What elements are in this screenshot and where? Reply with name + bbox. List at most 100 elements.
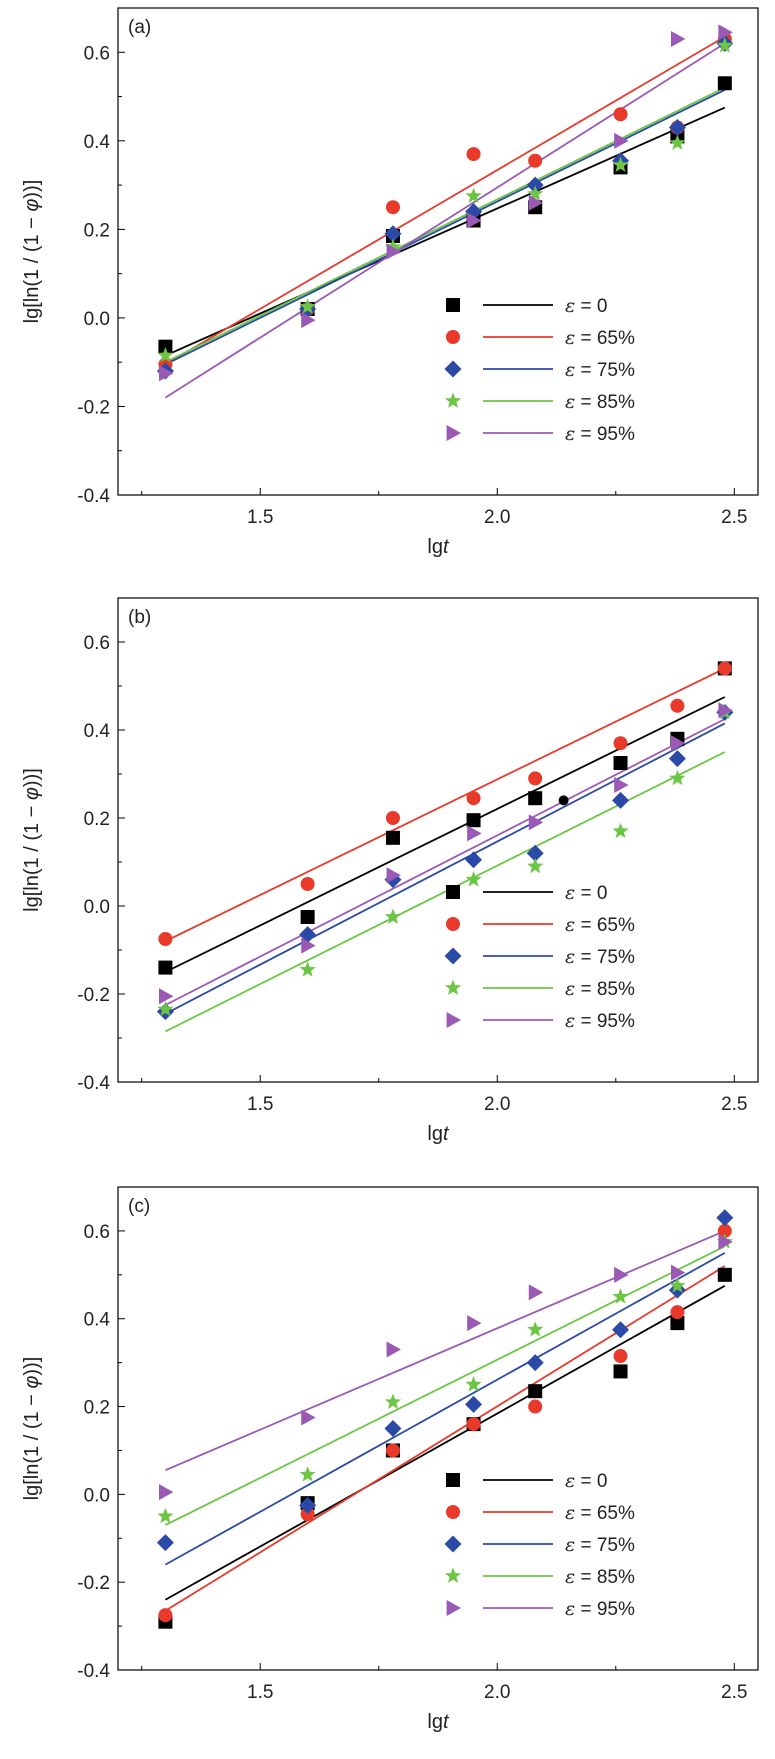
data-point-series-4 (614, 1266, 629, 1283)
y-tick-label: 0.6 (84, 1222, 110, 1243)
legend-marker (444, 1535, 462, 1553)
panel-label: (a) (128, 17, 151, 38)
data-point-series-0 (558, 795, 569, 806)
data-point-series-2 (612, 791, 630, 809)
legend-entry: ε = 85% (565, 978, 635, 1000)
fit-line-series-2 (164, 1252, 726, 1566)
data-point-series-3 (669, 134, 686, 150)
data-point-series-4 (301, 312, 316, 329)
data-point-series-4 (528, 1284, 544, 1301)
data-point-series-4 (614, 132, 629, 149)
x-tick-label: 1.5 (247, 1094, 273, 1115)
fit-line-series-1 (164, 1265, 726, 1612)
legend-entry: ε = 65% (565, 1502, 635, 1524)
panel-label: (b) (128, 607, 151, 628)
x-tick-label: 2.0 (484, 507, 510, 528)
y-tick-label: 0.0 (84, 897, 110, 918)
data-point-series-0 (613, 1364, 628, 1379)
y-axis-title: lg[ln(1 / (1 − φ))] (21, 1357, 43, 1501)
fit-line-series-3 (165, 86, 726, 363)
data-point-series-4 (528, 194, 544, 211)
legend-marker (444, 1567, 462, 1583)
data-point-series-1 (613, 107, 628, 122)
data-point-series-1 (466, 147, 481, 162)
data-point-series-4 (301, 1409, 316, 1426)
data-point-series-0 (158, 960, 173, 975)
data-point-series-3 (465, 187, 482, 204)
data-point-series-2 (526, 1354, 544, 1372)
data-point-series-3 (465, 1376, 482, 1392)
data-point-series-1 (528, 153, 543, 168)
x-axis-title: lgt (427, 1711, 450, 1733)
data-point-series-4 (159, 988, 174, 1005)
data-point-series-4 (159, 365, 174, 382)
data-point-series-0 (717, 1267, 732, 1282)
data-point-series-4 (159, 1484, 174, 1501)
x-tick-label: 1.5 (247, 1682, 273, 1703)
data-point-series-3 (527, 857, 544, 874)
y-tick-label: 0.2 (84, 220, 110, 241)
legend-marker (446, 298, 460, 312)
fit-line-series-3 (165, 751, 726, 1033)
legend-marker (446, 1473, 460, 1487)
data-point-series-2 (384, 1420, 402, 1437)
legend-entry: ε = 75% (565, 359, 635, 381)
data-point-series-3 (527, 185, 544, 201)
data-point-series-4 (528, 814, 544, 831)
data-point-series-3 (669, 769, 686, 786)
data-point-series-2 (465, 1395, 483, 1413)
data-point-series-0 (717, 76, 732, 91)
data-point-series-4 (718, 24, 733, 41)
x-axis-title: lgt (427, 1123, 450, 1145)
plot-frame (117, 7, 759, 496)
y-tick-label: 0.2 (84, 1398, 110, 1419)
y-tick-label: -0.2 (77, 1573, 110, 1594)
data-point-series-0 (613, 756, 628, 770)
data-point-series-0 (158, 339, 173, 354)
fit-line-series-0 (164, 1285, 726, 1601)
data-point-series-4 (467, 1315, 482, 1332)
data-point-series-2 (612, 1321, 630, 1339)
data-point-series-3 (299, 298, 316, 314)
fit-line-series-0 (165, 696, 726, 973)
fit-line-series-4 (164, 718, 726, 1006)
plot-frame (117, 1186, 759, 1671)
data-point-series-1 (717, 661, 732, 676)
data-point-series-4 (671, 30, 686, 47)
data-point-series-2 (668, 750, 686, 768)
data-point-series-3 (612, 822, 629, 839)
fit-line-series-4 (164, 42, 726, 399)
data-point-series-2 (156, 1534, 174, 1552)
data-point-series-4 (671, 735, 686, 752)
legend-marker (446, 917, 460, 931)
y-tick-label: -0.2 (77, 985, 110, 1006)
legend-entry: ε = 0 (565, 882, 607, 904)
y-tick-label: -0.4 (77, 486, 110, 507)
y-tick-label: 0.2 (84, 809, 110, 830)
data-point-series-3 (716, 37, 733, 53)
x-tick-label: 2.0 (484, 1682, 510, 1703)
data-point-series-1 (613, 1349, 628, 1364)
data-point-series-1 (300, 877, 315, 891)
data-point-series-0 (528, 791, 543, 806)
data-point-series-3 (157, 347, 174, 363)
y-tick-label: -0.4 (77, 1073, 110, 1094)
panel-label: (c) (128, 1196, 150, 1217)
data-point-series-1 (466, 1417, 481, 1432)
y-tick-label: -0.4 (77, 1661, 110, 1682)
data-point-series-1 (613, 736, 628, 751)
legend-entry: ε = 0 (565, 295, 607, 317)
fit-line-series-3 (165, 1245, 726, 1526)
x-tick-label: 2.5 (721, 507, 747, 528)
data-point-series-0 (670, 1316, 685, 1331)
legend-marker (446, 1012, 461, 1028)
plot-frame (117, 597, 759, 1083)
chart-panel-2: 1.5 2.0 2.5 -0.4 -0.2 0.0 0.2 0.4 0.6 (b) lgt lg[ln… (21, 597, 759, 1145)
legend-marker (446, 1600, 461, 1616)
fit-line-series-1 (164, 36, 726, 366)
data-point-series-1 (158, 932, 173, 946)
data-point-series-2 (668, 119, 686, 137)
y-tick-label: 0.4 (84, 132, 111, 153)
data-point-series-0 (466, 813, 481, 828)
